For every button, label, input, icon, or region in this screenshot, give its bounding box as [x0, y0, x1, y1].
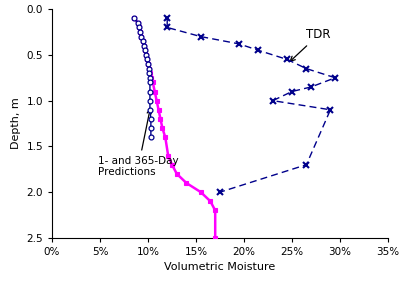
Text: TDR: TDR — [290, 28, 331, 61]
X-axis label: Volumetric Moisture: Volumetric Moisture — [164, 263, 276, 272]
Text: 1- and 365-Day
Predictions: 1- and 365-Day Predictions — [98, 109, 179, 177]
Y-axis label: Depth, m: Depth, m — [11, 98, 21, 149]
